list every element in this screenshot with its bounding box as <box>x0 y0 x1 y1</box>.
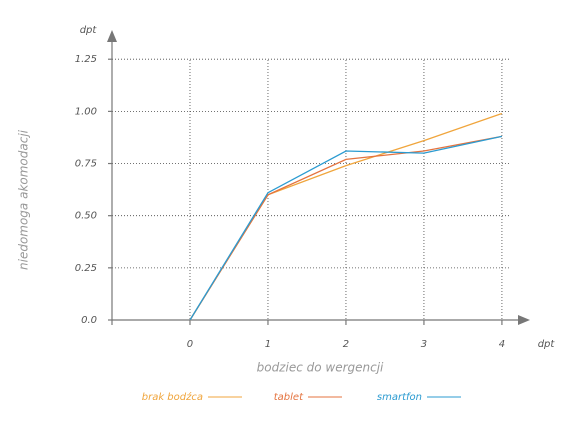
x-tick-label: 1 <box>265 339 271 350</box>
x-unit: dpt <box>538 339 556 350</box>
series-line <box>189 135 503 321</box>
y-tick-label: 1.00 <box>75 106 97 117</box>
legend-label: brak bodźca <box>142 391 203 403</box>
x-tick-label: 3 <box>421 339 427 350</box>
x-tick-label: 0 <box>187 339 193 350</box>
y-tick-label: 0.0 <box>81 315 97 326</box>
y-axis-arrow <box>107 30 117 42</box>
y-tick-label: 0.50 <box>75 211 97 222</box>
series-line <box>189 135 503 321</box>
x-axis-arrow <box>518 315 530 325</box>
y-tick-label: 1.25 <box>75 54 97 65</box>
y-axis-label: niedomoga akomodacji <box>17 129 31 270</box>
y-unit: dpt <box>80 25 98 36</box>
x-tick-label: 4 <box>499 339 505 350</box>
legend-label: smartfon <box>377 392 422 403</box>
x-tick-label: 2 <box>343 339 349 350</box>
legend-label: tablet <box>274 392 304 403</box>
x-axis-label: bodziec do wergencji <box>257 361 384 375</box>
y-tick-label: 0.75 <box>75 159 97 170</box>
y-tick-label: 0.25 <box>75 263 97 274</box>
